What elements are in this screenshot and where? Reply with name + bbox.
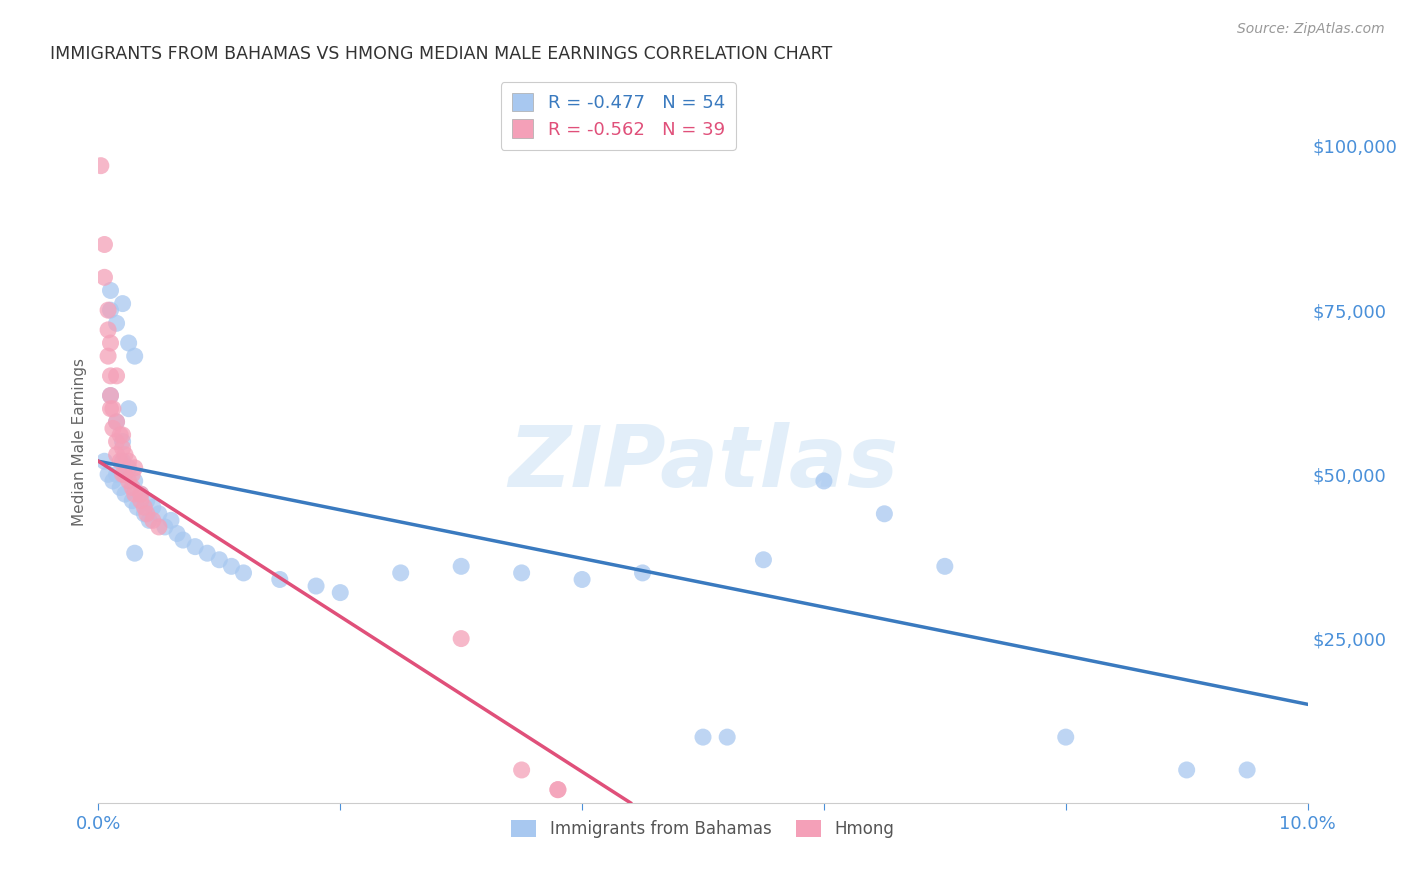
Point [692, 730, 714, 744]
Point [450, 559, 472, 574]
Point [547, 782, 569, 797]
Point [97, 323, 120, 337]
Point [135, 493, 157, 508]
Point [305, 579, 328, 593]
Point [93, 237, 115, 252]
Text: Source: ZipAtlas.com: Source: ZipAtlas.com [1237, 22, 1385, 37]
Point [221, 559, 243, 574]
Point [873, 507, 896, 521]
Point [111, 454, 134, 468]
Point [114, 487, 136, 501]
Point [90, 159, 112, 173]
Point [100, 303, 122, 318]
Point [114, 467, 136, 482]
Point [93, 454, 115, 468]
Point [166, 526, 188, 541]
Point [813, 474, 835, 488]
Point [111, 441, 134, 455]
Point [108, 428, 131, 442]
Legend: Immigrants from Bahamas, Hmong: Immigrants from Bahamas, Hmong [505, 814, 901, 845]
Point [547, 782, 569, 797]
Point [114, 448, 136, 462]
Point [329, 585, 352, 599]
Point [111, 296, 134, 310]
Point [138, 513, 160, 527]
Point [129, 493, 152, 508]
Point [105, 415, 128, 429]
Point [124, 349, 146, 363]
Point [510, 566, 533, 580]
Point [121, 493, 143, 508]
Point [450, 632, 472, 646]
Point [148, 520, 170, 534]
Point [101, 421, 124, 435]
Point [100, 336, 122, 351]
Point [118, 460, 141, 475]
Point [118, 454, 141, 468]
Point [124, 474, 146, 488]
Point [97, 467, 120, 482]
Point [101, 474, 124, 488]
Point [105, 467, 128, 482]
Point [148, 507, 170, 521]
Point [571, 573, 593, 587]
Point [142, 513, 165, 527]
Point [118, 474, 141, 488]
Point [108, 454, 131, 468]
Y-axis label: Median Male Earnings: Median Male Earnings [72, 358, 87, 525]
Point [160, 513, 183, 527]
Point [389, 566, 412, 580]
Point [97, 303, 120, 318]
Point [105, 434, 128, 449]
Point [1236, 763, 1258, 777]
Point [752, 553, 775, 567]
Point [105, 368, 128, 383]
Point [100, 388, 122, 402]
Point [118, 336, 141, 351]
Point [129, 487, 152, 501]
Point [121, 481, 143, 495]
Point [716, 730, 738, 744]
Text: IMMIGRANTS FROM BAHAMAS VS HMONG MEDIAN MALE EARNINGS CORRELATION CHART: IMMIGRANTS FROM BAHAMAS VS HMONG MEDIAN … [51, 45, 832, 63]
Point [111, 434, 134, 449]
Point [105, 316, 128, 330]
Point [93, 270, 115, 285]
Point [105, 448, 128, 462]
Point [232, 566, 254, 580]
Point [100, 368, 122, 383]
Point [1054, 730, 1077, 744]
Point [124, 546, 146, 560]
Point [134, 500, 156, 515]
Point [100, 388, 122, 402]
Point [121, 467, 143, 482]
Point [101, 401, 124, 416]
Point [118, 401, 141, 416]
Point [127, 500, 149, 515]
Point [631, 566, 654, 580]
Point [208, 553, 231, 567]
Point [195, 546, 218, 560]
Point [135, 507, 157, 521]
Text: ZIPatlas: ZIPatlas [508, 422, 898, 505]
Point [153, 520, 176, 534]
Point [100, 401, 122, 416]
Point [184, 540, 207, 554]
Point [134, 507, 156, 521]
Point [269, 573, 291, 587]
Point [111, 428, 134, 442]
Point [124, 460, 146, 475]
Point [105, 415, 128, 429]
Point [142, 500, 165, 515]
Point [100, 284, 122, 298]
Point [510, 763, 533, 777]
Point [129, 487, 152, 501]
Point [934, 559, 956, 574]
Point [108, 481, 131, 495]
Point [1175, 763, 1198, 777]
Point [111, 467, 134, 482]
Point [97, 349, 120, 363]
Point [172, 533, 194, 547]
Point [124, 487, 146, 501]
